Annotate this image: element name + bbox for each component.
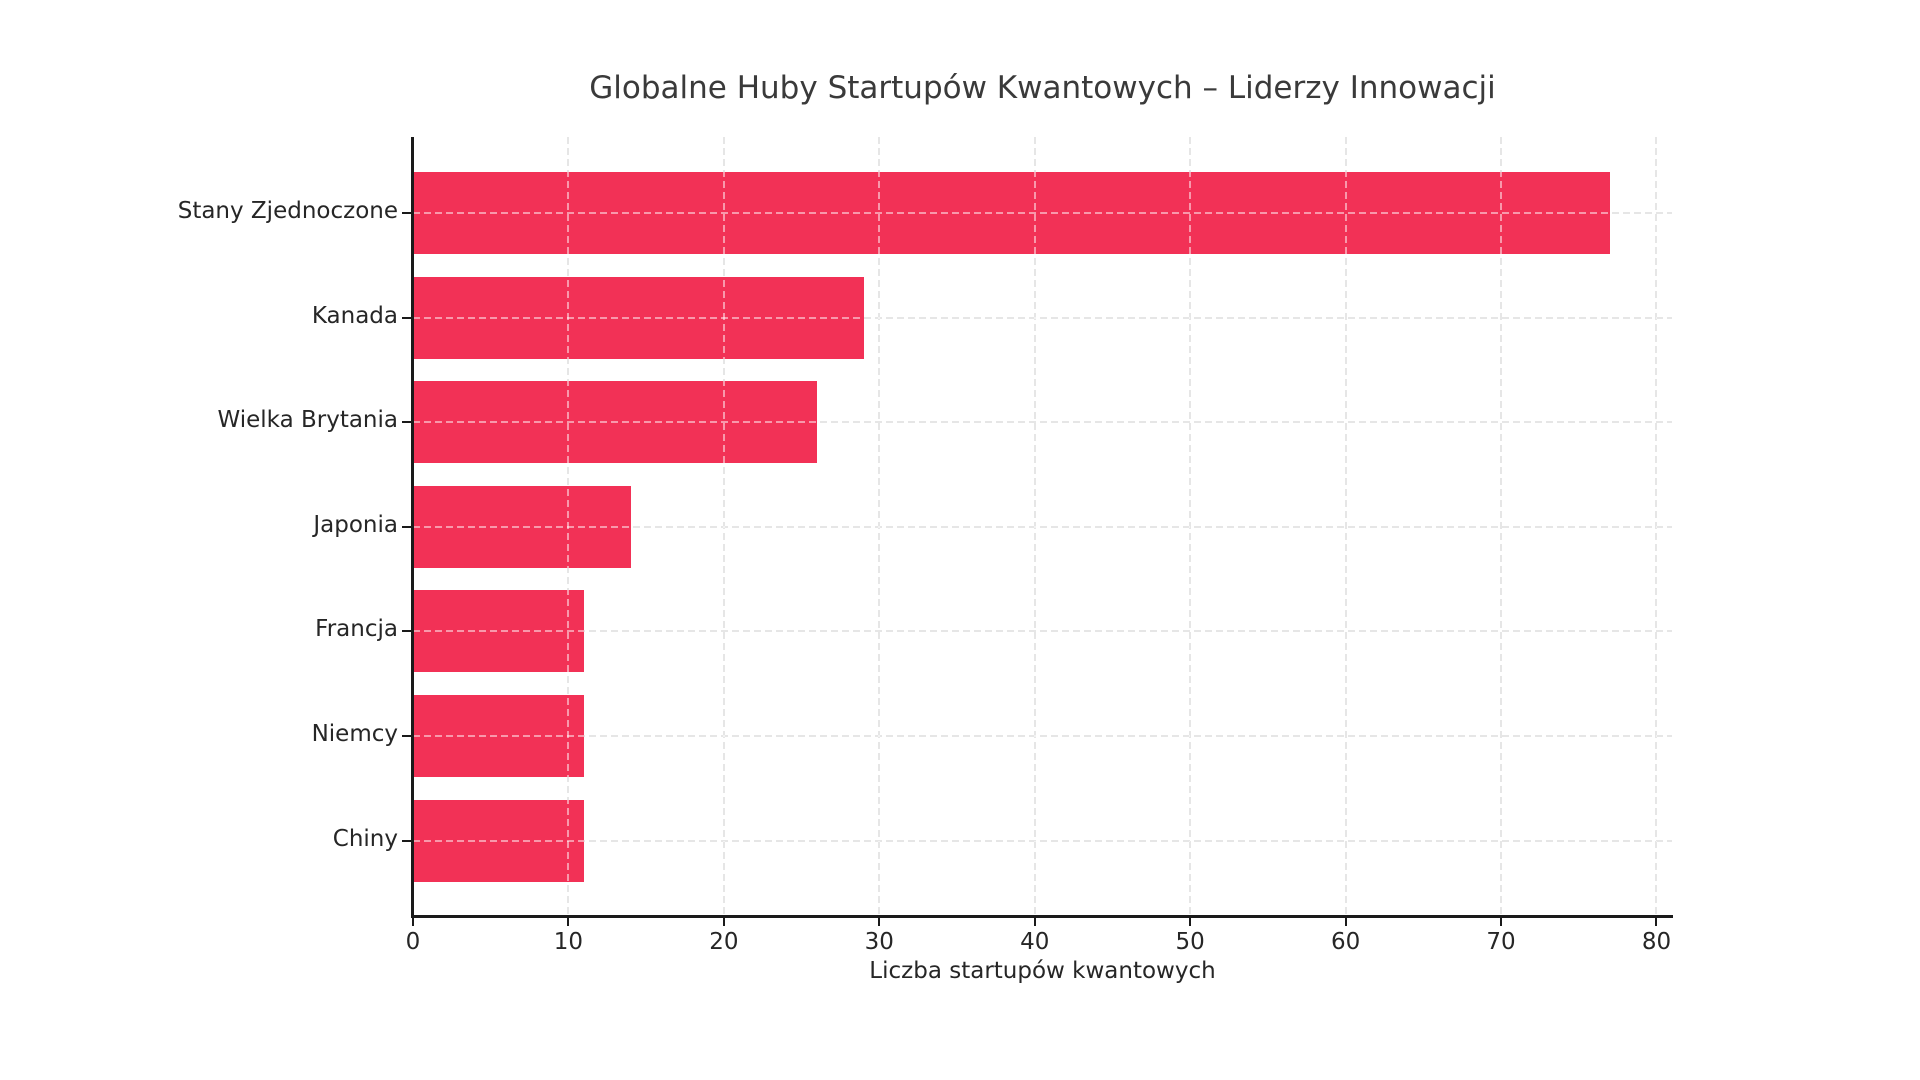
x-tick-label: 30 [864,929,894,955]
y-tick-mark [402,212,411,214]
x-tick-mark [878,917,881,926]
y-tick-label: Chiny [332,825,398,852]
horizontal-gridline [413,839,1672,842]
gridlines-over [413,137,1672,915]
x-tick-mark [1344,917,1347,926]
x-tick-mark [1655,917,1658,926]
plot-area [413,137,1672,915]
x-tick-label: 60 [1330,929,1361,955]
x-axis-spine [411,915,1673,918]
x-tick-label: 10 [553,929,584,955]
x-tick-label: 70 [1486,929,1516,955]
y-tick-mark [402,630,411,633]
y-tick-label: Niemcy [311,721,398,747]
y-tick-label: Japonia [313,511,398,538]
y-tick-mark [402,316,411,319]
x-tick-label: 50 [1175,929,1205,955]
x-tick-label: 20 [709,929,739,955]
y-tick-mark [402,735,411,737]
x-tick-mark [567,917,570,926]
y-tick-label: Stany Zjednoczone [177,198,398,224]
x-axis-label: Liczba startupów kwantowych [869,958,1216,984]
x-tick-mark [412,917,414,926]
y-tick-mark [402,525,411,528]
horizontal-gridline [413,735,1672,737]
horizontal-gridline [413,630,1672,633]
y-tick-mark [402,421,411,424]
horizontal-gridline [413,525,1672,528]
x-tick-label: 0 [405,929,421,955]
chart-title: Globalne Huby Startupów Kwantowych – Lid… [589,70,1496,106]
x-tick-mark [1189,917,1192,926]
y-axis-spine [411,137,414,917]
horizontal-gridline [413,421,1672,424]
x-tick-mark [1033,917,1036,926]
x-tick-mark [1500,917,1503,926]
x-tick-label: 80 [1641,929,1672,955]
y-tick-mark [402,839,411,842]
y-tick-label: Francja [315,616,398,643]
y-tick-label: Wielka Brytania [217,407,398,434]
x-tick-mark [722,917,725,926]
horizontal-gridline [413,212,1672,214]
x-tick-label: 40 [1020,929,1050,955]
horizontal-gridline [413,316,1672,319]
y-tick-label: Kanada [311,302,398,329]
